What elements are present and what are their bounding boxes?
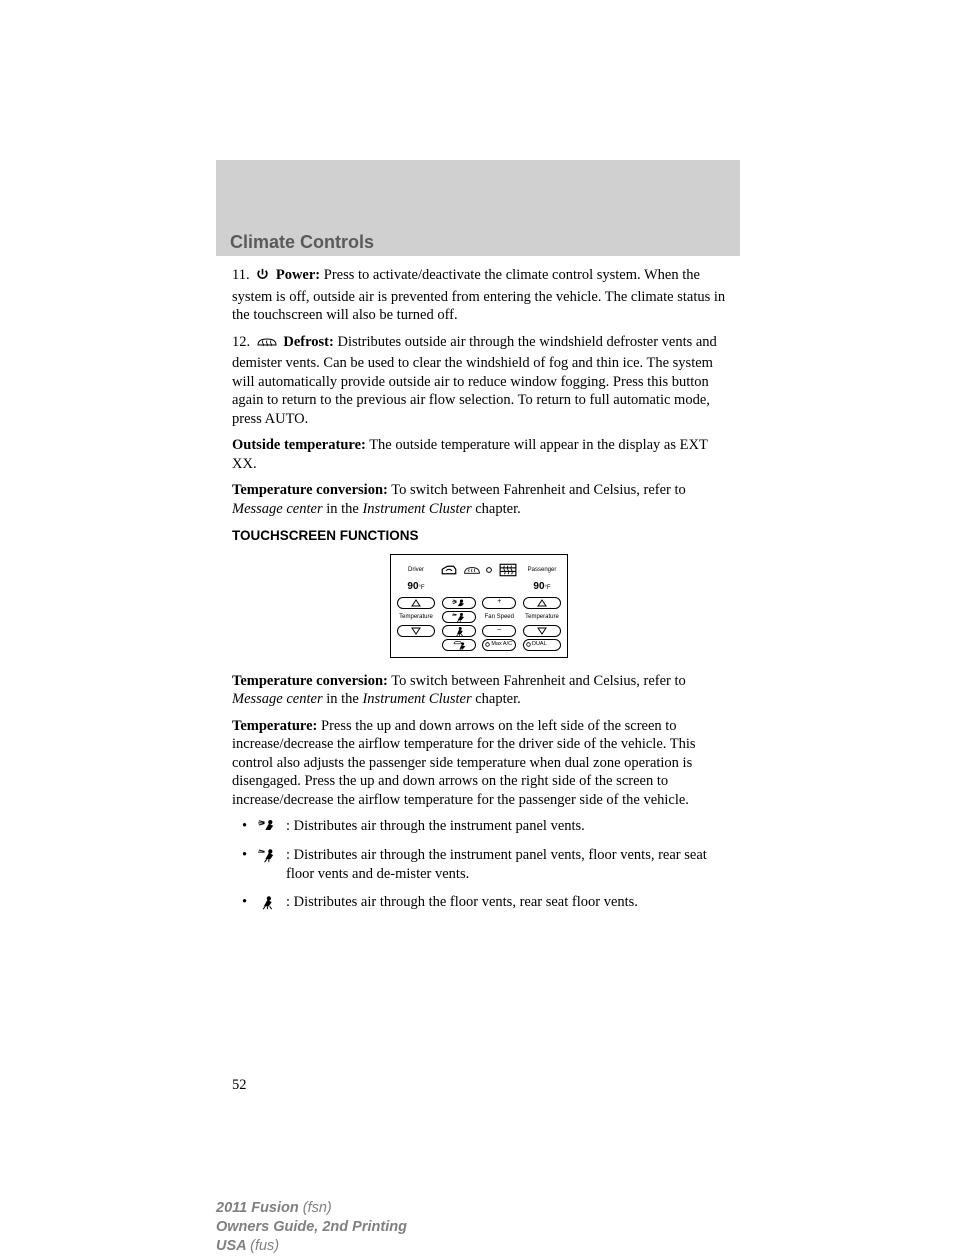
dg-passenger-up[interactable] — [523, 597, 561, 609]
temp-conv1-ref2: Instrument Cluster — [362, 501, 471, 517]
temperature-label: Temperature: — [232, 718, 317, 734]
dg-mode-floor[interactable] — [442, 625, 476, 637]
item-12: 12. Defrost: Distributes outside air thr… — [232, 333, 726, 429]
temp-conv-2: Temperature conversion: To switch betwee… — [232, 672, 726, 709]
dg-driver-up[interactable] — [397, 597, 435, 609]
footer: 2011 Fusion (fsn) Owners Guide, 2nd Prin… — [216, 1199, 407, 1256]
bilevel-vent-icon — [256, 847, 276, 869]
page-number: 52 — [232, 1077, 247, 1094]
item-12-label: Defrost: — [283, 334, 333, 350]
temp-conv2-text-a: To switch between Fahrenheit and Celsius… — [388, 673, 686, 689]
dg-driver-label: Driver — [397, 567, 435, 573]
dg-mode-panel[interactable] — [442, 597, 476, 609]
dg-dual[interactable]: DUAL — [523, 639, 561, 651]
outside-temp-label: Outside temperature: — [232, 437, 366, 453]
temp-conv2-ref2: Instrument Cluster — [362, 691, 471, 707]
bullet-panel: : Distributes air through the instrument… — [234, 817, 726, 836]
power-icon — [255, 267, 270, 288]
dg-fan-plus[interactable]: + — [482, 597, 516, 609]
section-band: Climate Controls — [216, 228, 740, 256]
dg-passenger-down[interactable] — [523, 625, 561, 637]
dg-rear-defrost-icon — [497, 560, 519, 580]
item-11-num: 11. — [232, 267, 250, 283]
panel-vent-icon — [256, 818, 276, 838]
temp-conv2-ref1: Message center — [232, 691, 323, 707]
dg-passenger-temp: 90°F — [523, 581, 561, 594]
dg-driver-temp: 90°F — [397, 581, 435, 594]
section-title: Climate Controls — [230, 232, 374, 253]
dg-mode-bilevel[interactable] — [442, 611, 476, 623]
outside-temp-para: Outside temperature: The outside tempera… — [232, 436, 726, 473]
dg-mode-defrost-floor[interactable] — [442, 639, 476, 651]
page-content: 11. Power: Press to activate/deactivate … — [232, 266, 726, 922]
touchscreen-diagram: Driver — [390, 554, 568, 658]
temp-conv2-label: Temperature conversion: — [232, 673, 388, 689]
touchscreen-heading: TOUCHSCREEN FUNCTIONS — [232, 527, 726, 544]
dg-fan-minus[interactable]: – — [482, 625, 516, 637]
floor-vent-icon — [256, 894, 276, 916]
temp-conv1-label: Temperature conversion: — [232, 482, 388, 498]
bullet-floor: : Distributes air through the floor vent… — [234, 893, 726, 912]
dg-temp-label-l: Temperature — [397, 614, 435, 620]
dg-driver-down[interactable] — [397, 625, 435, 637]
dg-recirc-icon — [439, 560, 458, 580]
footer-line-2: Owners Guide, 2nd Printing — [216, 1218, 407, 1237]
dg-fanspeed-label: Fan Speed — [482, 614, 516, 620]
temp-conv1-text-a: To switch between Fahrenheit and Celsius… — [388, 482, 686, 498]
air-distribution-list: : Distributes air through the instrument… — [234, 817, 726, 911]
temp-conv1-ref1: Message center — [232, 501, 323, 517]
bullet-panel-text: : Distributes air through the instrument… — [286, 818, 585, 834]
temperature-para: Temperature: Press the up and down arrow… — [232, 717, 726, 810]
temp-conv1-text-b: in the — [323, 501, 363, 517]
header-gray-block — [216, 160, 740, 228]
dg-passenger-label: Passenger — [523, 567, 561, 573]
temp-conv2-text-c: chapter. — [472, 691, 521, 707]
temp-conv2-text-b: in the — [323, 691, 363, 707]
dg-indicator-icon — [485, 560, 493, 580]
bullet-floor-text: : Distributes air through the floor vent… — [286, 894, 638, 910]
footer-line-3: USA (fus) — [216, 1237, 407, 1256]
item-11-label: Power: — [276, 267, 320, 283]
temp-conv-1: Temperature conversion: To switch betwee… — [232, 481, 726, 518]
item-11: 11. Power: Press to activate/deactivate … — [232, 266, 726, 325]
bullet-bilevel-text: : Distributes air through the instrument… — [286, 847, 707, 882]
dg-max-ac[interactable]: Max A/C — [482, 639, 516, 651]
temp-conv1-text-c: chapter. — [472, 501, 521, 517]
dg-defrost-top-icon — [462, 560, 481, 580]
defrost-icon — [256, 335, 278, 355]
bullet-bilevel: : Distributes air through the instrument… — [234, 846, 726, 883]
footer-line-1: 2011 Fusion (fsn) — [216, 1199, 407, 1218]
item-12-num: 12. — [232, 334, 250, 350]
dg-temp-label-r: Temperature — [523, 614, 561, 620]
